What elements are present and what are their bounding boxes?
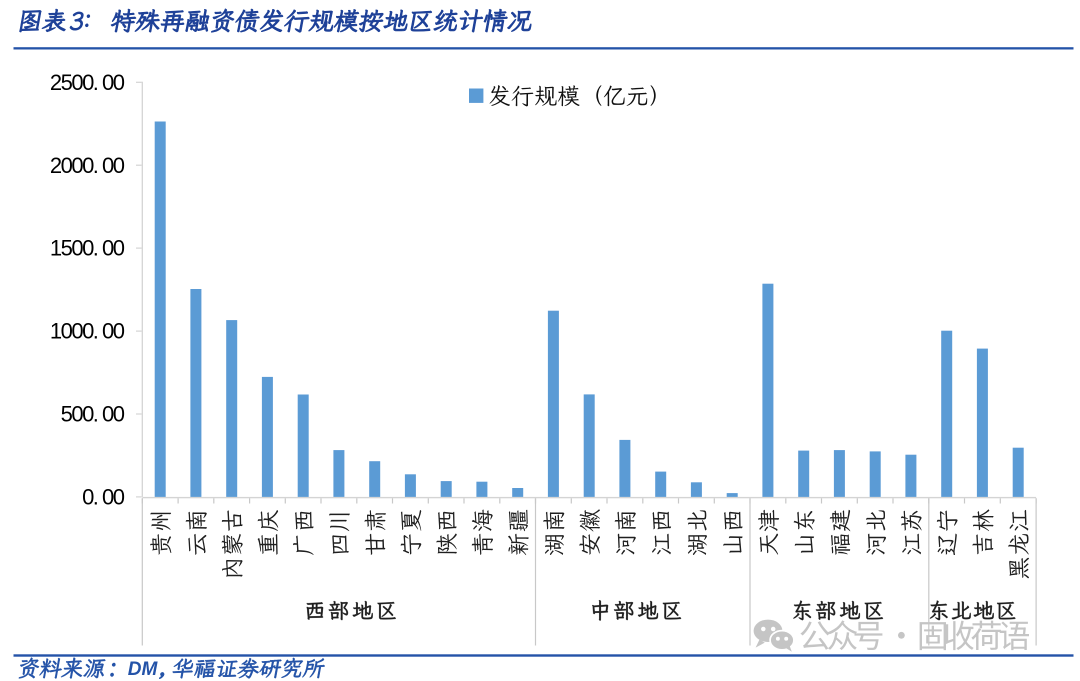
svg-text:1500. 00: 1500. 00: [50, 236, 125, 261]
svg-text:2000. 00: 2000. 00: [50, 153, 125, 178]
svg-text:2500. 00: 2500. 00: [50, 70, 125, 95]
svg-text:0. 00: 0. 00: [82, 485, 125, 510]
svg-text:DM: DM: [128, 659, 159, 680]
svg-text:1000. 00: 1000. 00: [50, 319, 125, 344]
svg-text:500. 00: 500. 00: [61, 402, 125, 427]
